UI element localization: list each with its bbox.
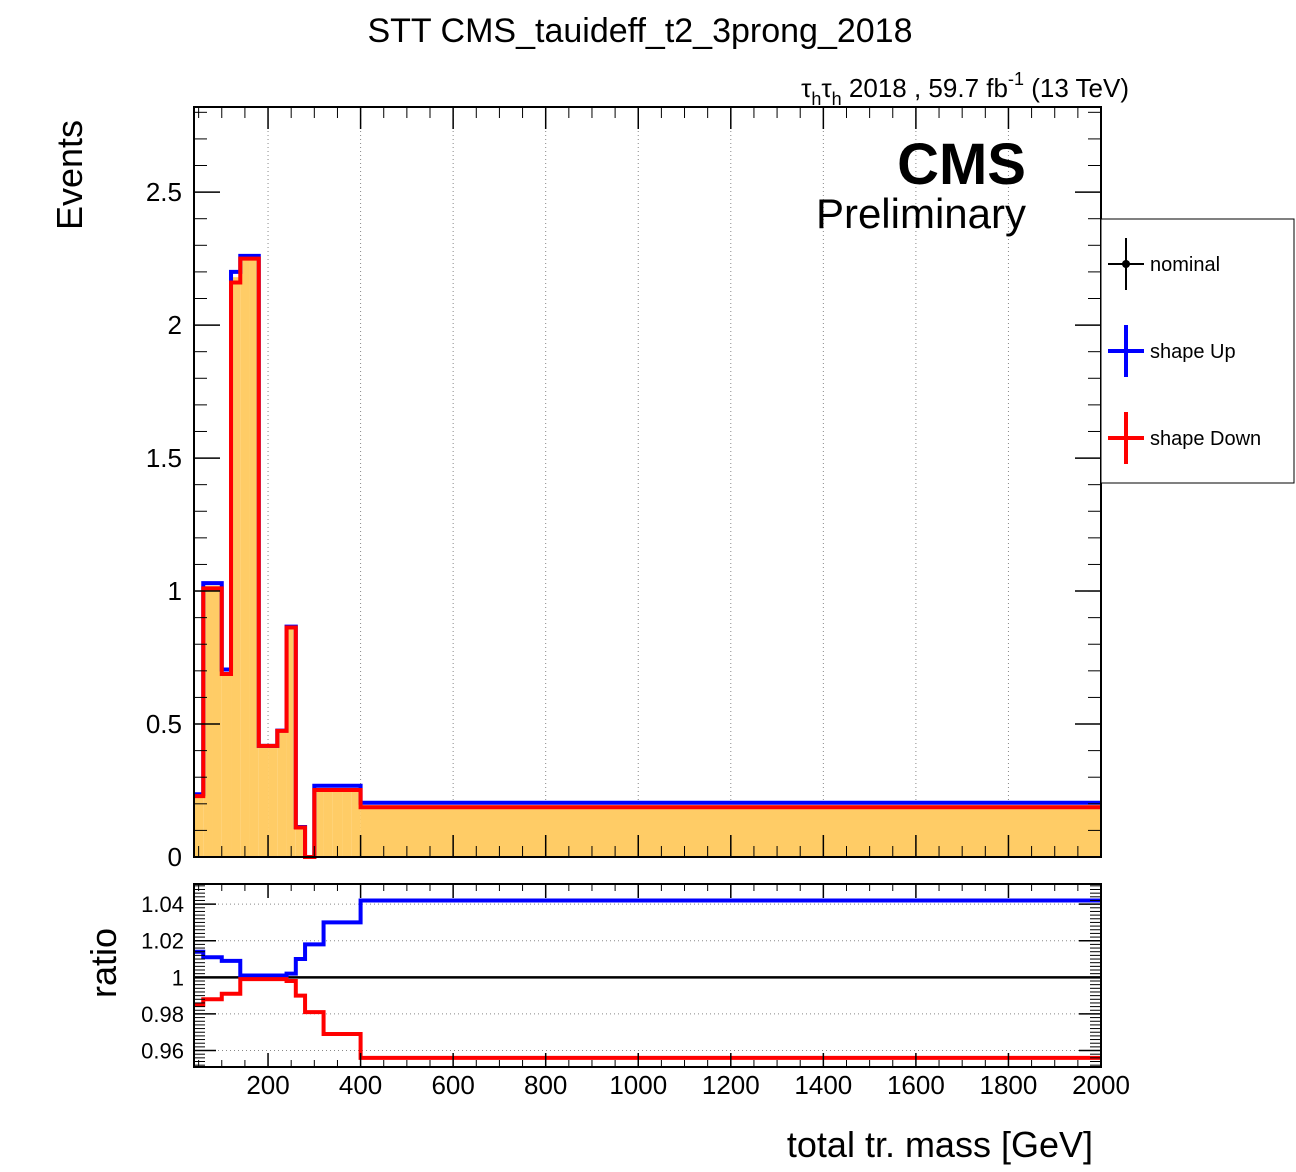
nominal-bin [240,258,250,858]
y-axis-label: Events [49,120,90,230]
chart-title: STT CMS_tauideff_t2_3prong_2018 [367,12,912,50]
lumi-text: 2018 , 59.7 fb [849,73,1008,103]
ratio-tick-label: 1.04 [141,892,184,917]
nominal-bin [332,787,343,857]
cms-label: CMS [897,132,1026,197]
x-tick-label: 200 [246,1070,289,1100]
nominal-bin [314,787,324,857]
y-tick-label: 2.5 [146,177,182,207]
y-tick-label: 0.5 [146,709,182,739]
ratio-tick-label: 1.02 [141,929,184,954]
nominal-bin [286,626,296,857]
x-tick-label: 1000 [609,1070,667,1100]
nominal-bin [194,795,204,857]
nominal-bin [249,258,259,858]
x-tick-labels: 200 400 600 800 1000 1200 1400 1600 1800 2000 [246,1070,1130,1100]
y-tick-label: 2 [168,310,182,340]
nominal-bin [212,585,222,857]
ratio-y-ticks: 0.96 0.98 1 1.02 1.04 [141,885,1101,1066]
nominal-bin [323,787,333,857]
nominal-bin [277,730,287,857]
lumi-channel-tau1: τ [801,73,812,103]
nominal-bin [258,745,269,857]
x-axis-label: total tr. mass [GeV] [787,1124,1093,1165]
lumi-channel-tau2: τ [821,73,832,103]
lumi-label: τhτh 2018 , 59.7 fb-1 (13 TeV) [801,69,1129,109]
legend-entry: nominal [1108,238,1220,290]
legend-label: shape Down [1150,428,1261,450]
nominal-bin [351,787,361,857]
legend-entry: shape Down [1108,412,1261,464]
legend-label: nominal [1150,254,1220,276]
cms-sublabel: Preliminary [816,190,1026,237]
ratio-tick-label: 1 [172,965,184,990]
legend-label: shape Up [1150,341,1236,363]
y-tick-label: 1 [168,576,182,606]
x-tick-label: 1600 [887,1070,945,1100]
y-tick-label: 1.5 [146,443,182,473]
ratio-grid [194,903,1101,1052]
nominal-bin [295,827,306,857]
nominal-bin [203,585,213,857]
ratio-up-line [194,898,1101,978]
x-tick-label: 1800 [980,1070,1038,1100]
ratio-lines [194,898,1101,1060]
histogram-lines [194,253,1101,859]
x-tick-label: 600 [431,1070,474,1100]
ratio-x-ticks [198,884,1102,1067]
nominal-bin [221,672,232,857]
x-tick-label: 2000 [1072,1070,1130,1100]
shape-up-line [194,253,1101,859]
lumi-energy: (13 TeV) [1031,73,1129,103]
legend-marker [1122,260,1130,268]
nominal-bin [231,277,241,857]
ratio-tick-label: 0.98 [141,1002,184,1027]
nominal-bin [268,745,278,857]
y-tick-label: 0 [168,842,182,872]
nominal-bin [342,787,352,857]
x-tick-label: 1200 [702,1070,760,1100]
x-tick-label: 800 [524,1070,567,1100]
lumi-channel-sub2: h [832,89,842,109]
lumi-channel-sub1: h [811,89,821,109]
main-x-ticks [198,107,1102,857]
ratio-tick-label: 0.96 [141,1039,184,1064]
x-tick-label: 400 [339,1070,382,1100]
legend-entry: shape Up [1108,325,1236,377]
ratio-axis-label: ratio [83,928,124,998]
main-y-ticks: 0 0.5 1 1.5 2 2.5 [146,111,1101,872]
lumi-superscript: -1 [1008,69,1024,89]
nominal-fill [194,258,1102,858]
ratio-down-line [194,977,1101,1060]
x-tick-label: 1400 [794,1070,852,1100]
legend: nominal shape Up shape Down [1100,218,1295,484]
shape-down-line [194,256,1101,859]
ratio-plot-frame [193,883,1102,1068]
main-grid [267,107,1009,857]
